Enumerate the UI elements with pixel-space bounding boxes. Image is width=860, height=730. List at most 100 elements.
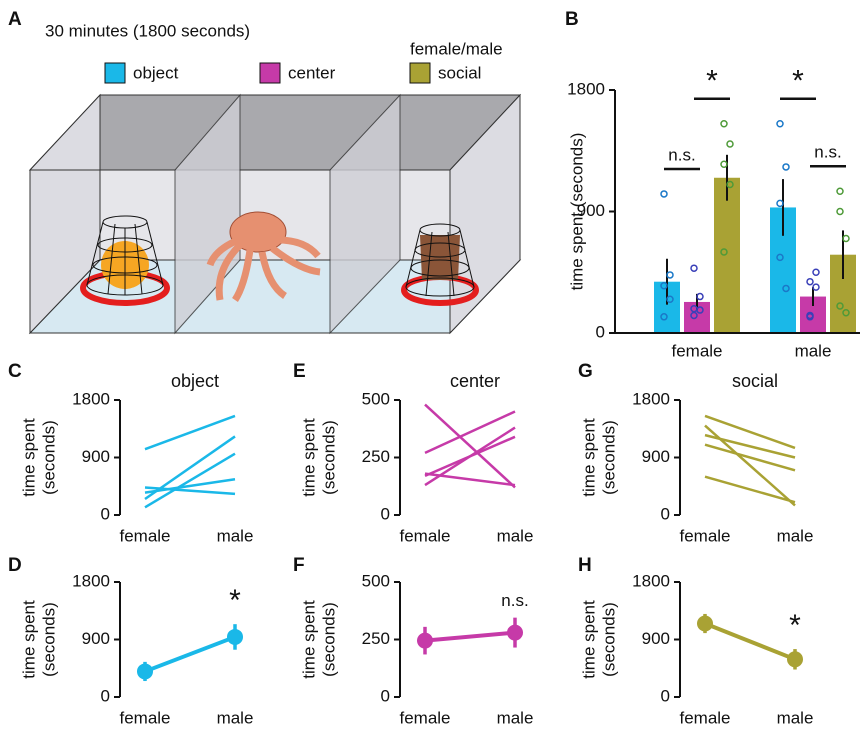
legend-swatch bbox=[260, 63, 280, 83]
chart-title: social bbox=[732, 371, 778, 391]
mean-point bbox=[227, 629, 243, 645]
y-tick-label: 250 bbox=[362, 447, 390, 466]
x-tick-label: male bbox=[497, 708, 534, 727]
panel-letter: G bbox=[578, 361, 593, 382]
y-tick-label: 0 bbox=[381, 686, 390, 705]
x-tick-label: male bbox=[777, 708, 814, 727]
subject-line bbox=[705, 477, 795, 503]
data-point bbox=[837, 209, 843, 215]
y-tick-label: 1800 bbox=[632, 389, 670, 408]
subject-line bbox=[145, 416, 235, 449]
legend-swatch bbox=[105, 63, 125, 83]
x-tick-label: male bbox=[795, 341, 832, 360]
legend-title: female/male bbox=[410, 39, 503, 58]
y-tick-label: 1800 bbox=[632, 571, 670, 590]
bar bbox=[714, 178, 740, 333]
panel-letter: B bbox=[565, 9, 579, 30]
panel-letter: C bbox=[8, 361, 22, 382]
y-axis-label: time spent bbox=[299, 418, 318, 497]
data-point bbox=[783, 164, 789, 170]
annotation: * bbox=[789, 609, 801, 642]
panel-title: 30 minutes (1800 seconds) bbox=[45, 21, 250, 40]
mean-line bbox=[425, 633, 515, 641]
x-tick-label: female bbox=[679, 708, 730, 727]
ceiling bbox=[30, 95, 520, 170]
x-tick-label: female bbox=[671, 341, 722, 360]
data-point bbox=[691, 265, 697, 271]
mean-point bbox=[137, 663, 153, 679]
data-point bbox=[837, 188, 843, 194]
chart-title: object bbox=[171, 371, 219, 391]
y-axis-label: (seconds) bbox=[319, 420, 338, 495]
annotation: n.s. bbox=[814, 143, 841, 162]
y-axis-label: time spent bbox=[579, 418, 598, 497]
x-tick-label: female bbox=[399, 526, 450, 545]
y-tick-label: 500 bbox=[362, 571, 390, 590]
x-tick-label: male bbox=[217, 526, 254, 545]
panel-letter: A bbox=[8, 9, 22, 30]
y-tick-label: 0 bbox=[596, 322, 605, 341]
mean-point bbox=[507, 625, 523, 641]
x-tick-label: female bbox=[399, 708, 450, 727]
annotation: * bbox=[706, 65, 718, 98]
x-tick-label: female bbox=[119, 708, 170, 727]
mean-point bbox=[787, 651, 803, 667]
y-tick-label: 1800 bbox=[567, 79, 605, 98]
annotation: * bbox=[229, 584, 241, 617]
subject-line bbox=[705, 435, 795, 457]
y-tick-label: 900 bbox=[577, 201, 605, 220]
data-point bbox=[813, 269, 819, 275]
y-tick-label: 0 bbox=[101, 504, 110, 523]
legend-swatch bbox=[410, 63, 430, 83]
y-axis-label: (seconds) bbox=[39, 420, 58, 495]
mean-line bbox=[705, 624, 795, 660]
chart-title: center bbox=[450, 371, 500, 391]
y-axis-label: (seconds) bbox=[39, 602, 58, 677]
x-tick-label: male bbox=[497, 526, 534, 545]
panel-letter: F bbox=[293, 555, 305, 576]
annotation: n.s. bbox=[501, 591, 528, 610]
data-point bbox=[777, 121, 783, 127]
mean-point bbox=[417, 633, 433, 649]
mean-line bbox=[145, 637, 235, 672]
y-axis-label: (seconds) bbox=[599, 602, 618, 677]
page: A 30 minutes (1800 seconds) female/male … bbox=[0, 0, 860, 730]
data-point bbox=[727, 141, 733, 147]
data-point bbox=[721, 121, 727, 127]
y-tick-label: 500 bbox=[362, 389, 390, 408]
data-point bbox=[661, 191, 667, 197]
y-tick-label: 1800 bbox=[72, 389, 110, 408]
y-tick-label: 1800 bbox=[72, 571, 110, 590]
y-axis-label: time spent bbox=[19, 600, 38, 679]
y-axis-label: time spent bbox=[19, 418, 38, 497]
y-tick-label: 900 bbox=[642, 629, 670, 648]
y-axis-label: (seconds) bbox=[319, 602, 338, 677]
mean-point bbox=[697, 616, 713, 632]
y-tick-label: 900 bbox=[82, 629, 110, 648]
y-tick-label: 0 bbox=[661, 504, 670, 523]
x-tick-label: male bbox=[777, 526, 814, 545]
legend: object center social bbox=[105, 63, 481, 83]
x-tick-label: female bbox=[119, 526, 170, 545]
panel-a: A 30 minutes (1800 seconds) female/male … bbox=[8, 9, 520, 333]
data-point bbox=[807, 279, 813, 285]
subject-line bbox=[705, 416, 795, 448]
annotation: n.s. bbox=[668, 145, 695, 164]
y-axis-label: time spent bbox=[299, 600, 318, 679]
legend-label: center bbox=[288, 63, 336, 82]
figure: A 30 minutes (1800 seconds) female/male … bbox=[0, 0, 860, 730]
y-tick-label: 0 bbox=[661, 686, 670, 705]
panel-letter: H bbox=[578, 555, 592, 576]
x-tick-label: female bbox=[679, 526, 730, 545]
y-tick-label: 0 bbox=[101, 686, 110, 705]
y-tick-label: 900 bbox=[642, 447, 670, 466]
legend-label: object bbox=[133, 63, 179, 82]
x-tick-label: male bbox=[217, 708, 254, 727]
legend-label: social bbox=[438, 63, 481, 82]
panel-letter: D bbox=[8, 555, 22, 576]
y-axis-label: (seconds) bbox=[599, 420, 618, 495]
y-tick-label: 0 bbox=[381, 504, 390, 523]
panel-letter: E bbox=[293, 361, 306, 382]
y-tick-label: 250 bbox=[362, 629, 390, 648]
y-tick-label: 900 bbox=[82, 447, 110, 466]
